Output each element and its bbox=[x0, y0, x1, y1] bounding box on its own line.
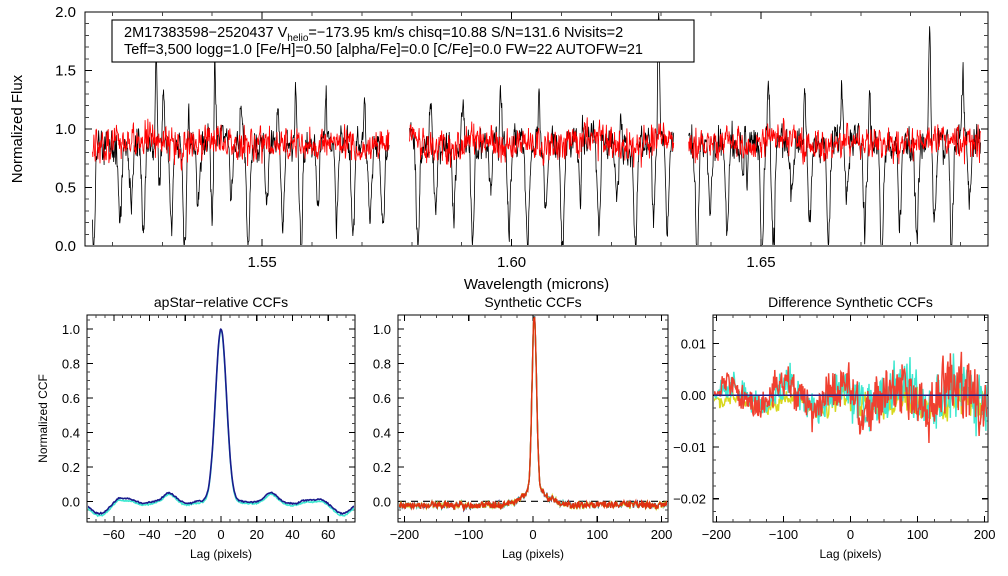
svg-text:0.4: 0.4 bbox=[373, 425, 391, 440]
svg-text:−200: −200 bbox=[390, 527, 419, 542]
svg-text:Normalized Flux: Normalized Flux bbox=[9, 74, 26, 183]
svg-text:1.5: 1.5 bbox=[55, 63, 76, 80]
svg-text:Normalized CCF: Normalized CCF bbox=[36, 374, 50, 463]
svg-text:0.01: 0.01 bbox=[681, 336, 706, 351]
svg-text:40: 40 bbox=[285, 527, 299, 542]
svg-text:0: 0 bbox=[847, 527, 854, 542]
svg-text:−200: −200 bbox=[702, 527, 731, 542]
svg-text:−0.01: −0.01 bbox=[673, 440, 706, 455]
svg-text:Lag (pixels): Lag (pixels) bbox=[502, 547, 564, 561]
svg-text:1.65: 1.65 bbox=[746, 254, 775, 271]
model-spectrum-line bbox=[92, 118, 390, 172]
target-info-box bbox=[111, 19, 695, 63]
svg-text:0.8: 0.8 bbox=[373, 356, 391, 371]
target-info-line-1: 2M17383598−2520437 Vhelio=−173.95 km/s c… bbox=[124, 25, 623, 44]
svg-text:0.2: 0.2 bbox=[373, 460, 391, 475]
observed-spectrum-line bbox=[92, 46, 390, 245]
model-spectrum-line bbox=[688, 117, 981, 165]
model-spectrum-line bbox=[409, 117, 675, 168]
ccf-line bbox=[88, 327, 354, 516]
spectrum-panel: 1.55 1.60 1.65 0.0 0.5 1.0 1.5 2.0 Wavelength (m… bbox=[9, 4, 989, 293]
svg-text:Wavelength (microns): Wavelength (microns) bbox=[464, 276, 609, 293]
svg-text:−40: −40 bbox=[139, 527, 161, 542]
svg-text:Difference Synthetic CCFs: Difference Synthetic CCFs bbox=[768, 294, 933, 310]
svg-text:−100: −100 bbox=[454, 527, 483, 542]
svg-text:1.0: 1.0 bbox=[55, 121, 76, 138]
ccf-line bbox=[88, 329, 354, 518]
svg-text:1.60: 1.60 bbox=[497, 254, 526, 271]
svg-text:2.0: 2.0 bbox=[55, 4, 76, 21]
svg-text:60: 60 bbox=[321, 527, 335, 542]
svg-text:0.4: 0.4 bbox=[62, 425, 80, 440]
svg-text:0.0: 0.0 bbox=[373, 494, 391, 509]
svg-text:−60: −60 bbox=[103, 527, 125, 542]
svg-text:Lag (pixels): Lag (pixels) bbox=[190, 547, 252, 561]
svg-text:200: 200 bbox=[974, 527, 996, 542]
svg-text:−20: −20 bbox=[174, 527, 196, 542]
svg-text:200: 200 bbox=[651, 527, 673, 542]
svg-text:0.0: 0.0 bbox=[55, 238, 76, 255]
svg-text:100: 100 bbox=[586, 527, 608, 542]
svg-text:0.0: 0.0 bbox=[62, 494, 80, 509]
difference-synthetic-ccf-panel: −200 −100 0 100 200 0.01 0.00 −0.01 −0.02 Lag (pi… bbox=[673, 294, 995, 561]
svg-text:0.6: 0.6 bbox=[373, 391, 391, 406]
svg-text:apStar−relative CCFs: apStar−relative CCFs bbox=[154, 294, 288, 310]
svg-text:1.55: 1.55 bbox=[248, 254, 277, 271]
observed-spectrum-line bbox=[409, 13, 675, 245]
svg-text:1.0: 1.0 bbox=[373, 322, 391, 337]
svg-text:−100: −100 bbox=[769, 527, 798, 542]
svg-text:0.2: 0.2 bbox=[62, 460, 80, 475]
svg-text:100: 100 bbox=[907, 527, 929, 542]
ccf-line bbox=[399, 316, 667, 512]
svg-text:0.8: 0.8 bbox=[62, 356, 80, 371]
svg-text:0: 0 bbox=[529, 527, 536, 542]
svg-text:1.0: 1.0 bbox=[62, 322, 80, 337]
svg-text:0: 0 bbox=[217, 527, 224, 542]
svg-text:0.00: 0.00 bbox=[681, 388, 706, 403]
svg-text:20: 20 bbox=[249, 527, 263, 542]
ccf-line bbox=[714, 351, 987, 444]
svg-text:Synthetic CCFs: Synthetic CCFs bbox=[484, 294, 581, 310]
svg-text:Lag (pixels): Lag (pixels) bbox=[819, 547, 881, 561]
svg-text:−0.02: −0.02 bbox=[673, 492, 706, 507]
svg-text:0.6: 0.6 bbox=[62, 391, 80, 406]
synthetic-ccf-panel: −200 −100 0 100 200 0.0 0.2 0.4 0.6 0.8 1.0 Lag (pi… bbox=[373, 294, 673, 561]
apstar-relative-ccf-panel: −60 −40 −20 0 20 40 60 0.0 0.2 0.4 0.6 0.8 1.0 Lag (p… bbox=[36, 294, 356, 561]
svg-text:0.5: 0.5 bbox=[55, 180, 76, 197]
target-info-line-2: Teff=3,500 logg=1.0 [Fe/H]=0.50 [alpha/F… bbox=[124, 42, 643, 58]
